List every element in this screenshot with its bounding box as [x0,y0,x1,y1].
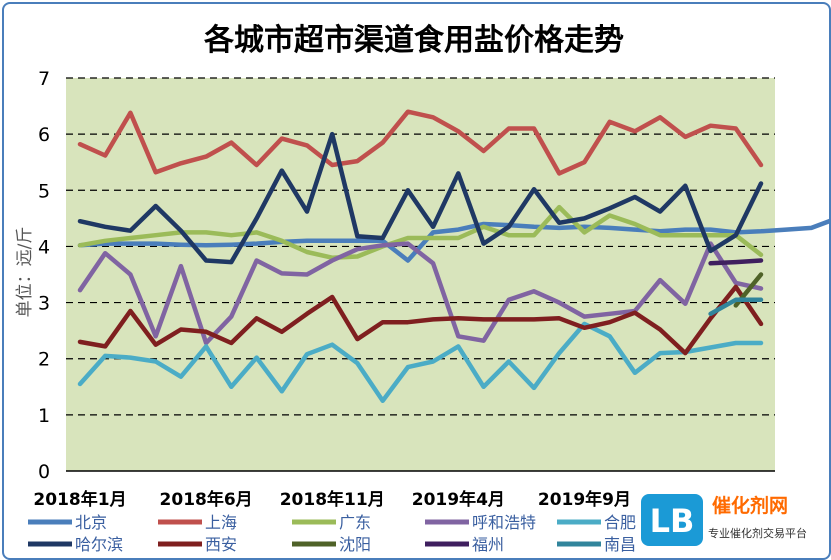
series-lines [77,109,831,404]
y-tick-label: 6 [38,124,50,146]
y-axis-ticks: 0 1 2 3 4 5 6 7 [38,68,50,483]
series-line-呼和浩特 [77,241,764,346]
x-tick-label: 2018年6月 [160,489,253,510]
logo-letters: LB [650,502,695,540]
legend-label: 哈尔滨 [75,535,123,554]
series-line-西安 [77,284,764,356]
legend-label: 南昌 [604,535,636,554]
legend-label: 福州 [472,535,504,554]
series-line-合肥 [77,321,764,404]
y-tick-label: 3 [38,293,50,315]
legend-label: 沈阳 [339,535,371,554]
plot-area [66,78,775,471]
series-line-广东 [77,204,764,260]
legend-label: 呼和浩特 [472,513,536,532]
legend-label: 西安 [205,535,237,554]
watermark-logo: LB 催化剂网 专业催化剂交易平台 [641,494,807,546]
watermark-tagline: 专业催化剂交易平台 [708,526,807,540]
legend-label: 北京 [75,513,107,532]
x-tick-label: 2018年11月 [280,489,385,510]
y-tick-label: 2 [38,349,50,371]
series-line-福州 [708,258,764,266]
y-tick-label: 1 [38,405,50,427]
series-line-北京 [77,218,831,263]
x-tick-label: 2019年9月 [538,489,631,510]
y-axis-label: 单位：远/斤 [15,227,35,318]
watermark-brand: 催化剂网 [712,494,788,517]
series-line-哈尔滨 [77,131,764,265]
series-line-南昌 [708,297,764,317]
x-tick-label: 2018年1月 [33,489,126,510]
y-tick-label: 7 [38,68,50,90]
x-tick-label: 2019年4月 [412,489,505,510]
y-tick-label: 0 [38,461,50,483]
legend-label: 广东 [339,513,371,532]
series-line-上海 [77,109,764,176]
legend-label: 上海 [205,513,237,532]
chart-title: 各城市超市渠道食用盐价格走势 [203,23,624,58]
y-tick-label: 5 [38,180,50,202]
y-tick-label: 4 [38,236,50,258]
legend-label: 合肥 [604,513,636,532]
logo-icon [641,494,703,546]
x-axis-ticks: 2018年1月 2018年6月 2018年11月 2019年4月 2019年9月 [33,489,631,510]
